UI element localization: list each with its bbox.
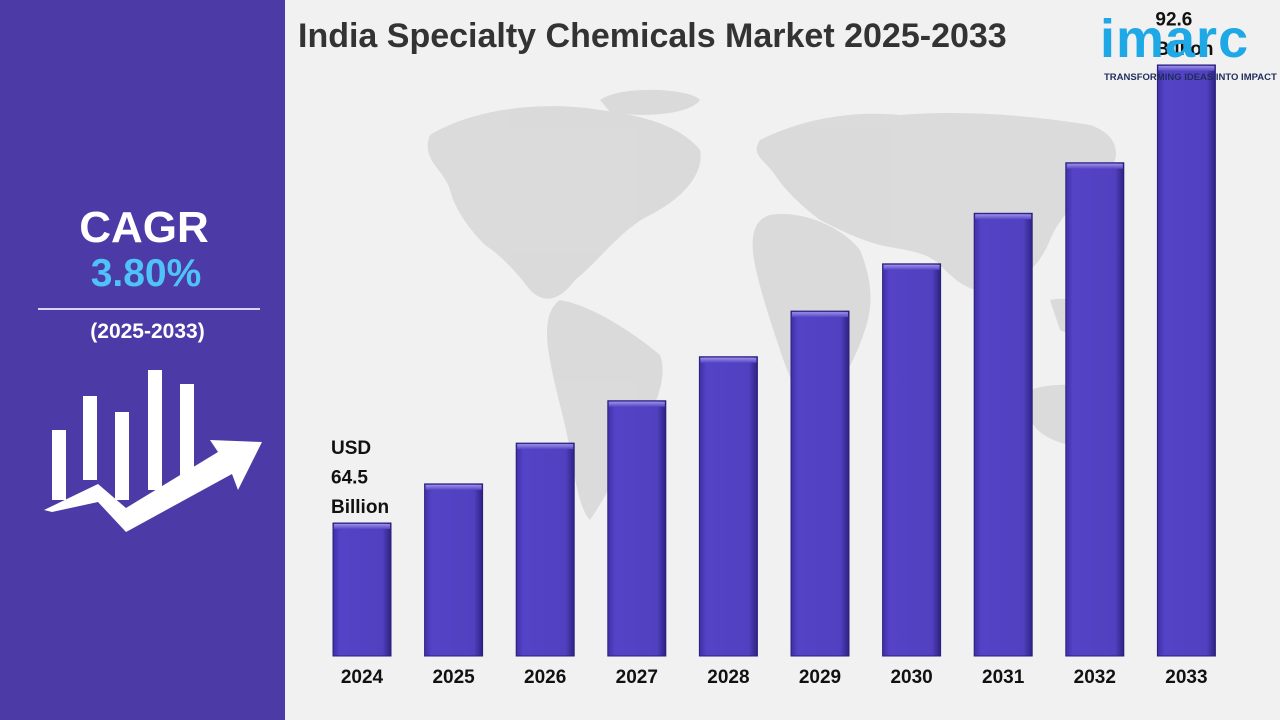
cagr-period: (2025-2033) <box>90 320 205 343</box>
bar-cap-2028 <box>700 357 757 363</box>
value-label-2024: 64.5 <box>331 468 368 489</box>
x-tick-label: 2033 <box>1165 667 1207 688</box>
logo-tagline: TRANSFORMING IDEAS INTO IMPACT <box>1104 72 1277 83</box>
bar-2032 <box>1065 162 1125 657</box>
value-annotations: USD 64.5 Billion USD 92.6 Billion <box>331 0 1213 518</box>
bar-cap-2032 <box>1066 163 1123 169</box>
x-tick-label: 2032 <box>1074 667 1116 688</box>
x-tick-label: 2025 <box>432 667 475 688</box>
bar-chart-growth-arrow-icon <box>44 370 262 532</box>
x-tick-label: 2029 <box>799 667 841 688</box>
page-title: India Specialty Chemicals Market 2025-20… <box>298 17 1007 55</box>
bar-2024 <box>332 522 392 657</box>
bar-2026 <box>515 442 575 657</box>
bar-2031 <box>973 212 1033 657</box>
bar-cap-2025 <box>425 484 482 490</box>
bar-cap-2024 <box>334 524 390 529</box>
bar-cap-2026 <box>517 444 574 450</box>
bar-2029 <box>790 310 850 657</box>
cagr-value: 3.80% <box>90 252 202 295</box>
bars-group <box>332 64 1216 657</box>
bar-cap-2030 <box>883 264 940 270</box>
value-label-2033: 92.6 <box>1155 9 1192 30</box>
bar-2028 <box>698 356 758 657</box>
bar-2027 <box>607 400 667 657</box>
logo-wordmark: imarc <box>1100 9 1250 69</box>
value-label-2033: Billion <box>1155 39 1213 60</box>
x-tick-label: 2031 <box>982 667 1025 688</box>
bar-2030 <box>882 263 942 657</box>
bar-cap-2033 <box>1158 65 1215 71</box>
bar-cap-2031 <box>975 214 1032 220</box>
x-tick-label: 2024 <box>341 667 384 688</box>
x-axis-labels: 2024 2025 2026 2027 2028 2029 2030 2031 2032 2033 <box>341 667 1208 688</box>
x-tick-label: 2027 <box>616 667 658 688</box>
value-label-2033: USD <box>1155 0 1195 1</box>
world-map-background <box>427 89 1124 520</box>
bar-cap-2029 <box>792 312 848 318</box>
bar-cap-2027 <box>608 401 665 407</box>
bar-2033 <box>1156 64 1216 657</box>
x-tick-label: 2028 <box>707 667 749 688</box>
sidebar-panel: CAGR 3.80% (2025-2033) <box>0 0 285 720</box>
bar-2025 <box>424 483 484 657</box>
x-tick-label: 2030 <box>890 667 932 688</box>
value-label-2024: USD <box>331 438 371 459</box>
value-label-2024: Billion <box>331 497 389 518</box>
imarc-logo: imarc TRANSFORMING IDEAS INTO IMPACT <box>1100 6 1277 86</box>
x-tick-label: 2026 <box>524 667 566 688</box>
cagr-label: CAGR <box>79 203 209 252</box>
cagr-divider <box>38 308 260 310</box>
